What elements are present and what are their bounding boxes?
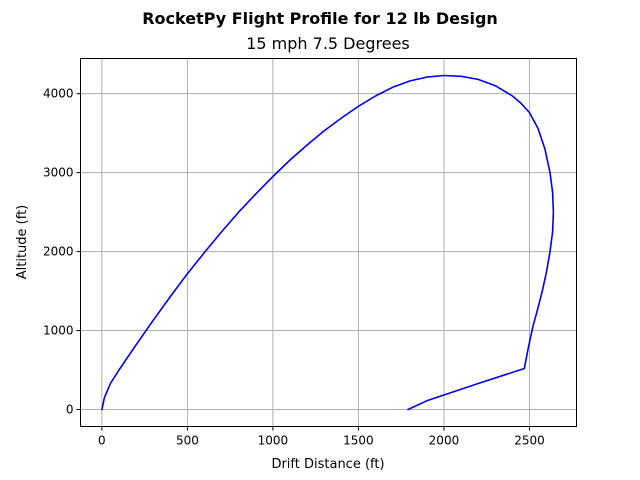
series-layer — [101, 74, 555, 411]
x-tick-label: 2500 — [514, 434, 545, 448]
y-tick-label: 4000 — [43, 87, 74, 101]
x-tick-label: 1500 — [343, 434, 374, 448]
x-tick-label: 0 — [98, 434, 106, 448]
y-tick-label: 1000 — [43, 324, 74, 338]
x-tick-label: 1000 — [258, 434, 289, 448]
plot-frame — [80, 58, 577, 427]
y-tick-label: 3000 — [43, 166, 74, 180]
grid — [80, 58, 577, 427]
x-tick-label: 500 — [176, 434, 199, 448]
flight-path-line — [101, 74, 555, 411]
y-tick-label: 2000 — [43, 245, 74, 259]
x-tick-label: 2000 — [429, 434, 460, 448]
axis-ticks: 0 500 1000 1500 2000 2500 0 1000 2000 3000 4000 — [43, 87, 545, 448]
y-axis-label: Altitude (ft) — [15, 205, 30, 280]
y-tick-label: 0 — [66, 403, 74, 417]
chart-title: RocketPy Flight Profile for 12 lb Design — [142, 9, 498, 28]
x-axis-label: Drift Distance (ft) — [271, 457, 384, 472]
chart-subtitle: 15 mph 7.5 Degrees — [246, 34, 410, 53]
